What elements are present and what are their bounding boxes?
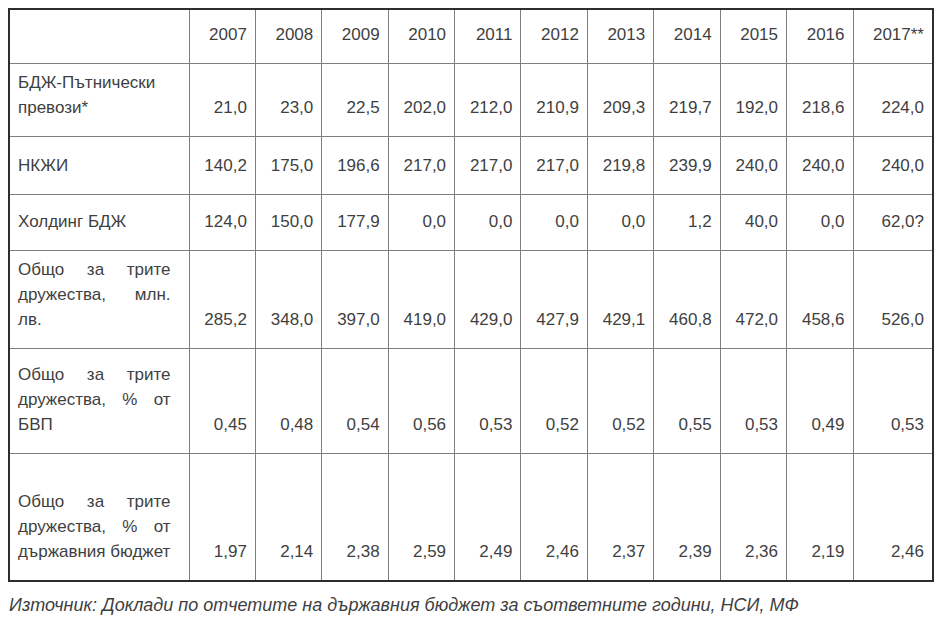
value-cell: 472,0 (720, 250, 786, 348)
value-cell: 0,0 (587, 194, 653, 250)
value-cell: 140,2 (189, 136, 255, 194)
value-cell: 219,8 (587, 136, 653, 194)
value-cell: 0,53 (455, 348, 521, 453)
subsidies-table: 2007200820092010201120122013201420152016… (8, 8, 934, 582)
row-label-cell: НКЖИ (9, 136, 189, 194)
value-cell: 427,9 (521, 250, 587, 348)
year-header-cell: 2007 (189, 9, 255, 63)
value-cell: 0,53 (720, 348, 786, 453)
value-cell: 2,49 (455, 453, 521, 581)
value-cell: 0,0 (521, 194, 587, 250)
value-cell: 429,1 (587, 250, 653, 348)
value-cell: 0,54 (322, 348, 388, 453)
value-cell: 0,52 (521, 348, 587, 453)
value-cell: 0,53 (853, 348, 933, 453)
year-header-cell: 2012 (521, 9, 587, 63)
value-cell: 2,46 (521, 453, 587, 581)
year-header-cell: 2013 (587, 9, 653, 63)
value-cell: 239,9 (654, 136, 720, 194)
value-cell: 397,0 (322, 250, 388, 348)
value-cell: 240,0 (853, 136, 933, 194)
row-label-cell: Общо за трите дружества, % от държавния … (9, 453, 189, 581)
value-cell: 196,6 (322, 136, 388, 194)
value-cell: 21,0 (189, 63, 255, 136)
value-cell: 429,0 (455, 250, 521, 348)
table-row: БДЖ-Пътнически превози*21,023,022,5202,0… (9, 63, 933, 136)
value-cell: 458,6 (787, 250, 853, 348)
table-row: Общо за трите дружества, млн. лв.285,234… (9, 250, 933, 348)
table-row: НКЖИ140,2175,0196,6217,0217,0217,0219,82… (9, 136, 933, 194)
row-label-cell: Холдинг БДЖ (9, 194, 189, 250)
value-cell: 217,0 (388, 136, 454, 194)
value-cell: 2,14 (255, 453, 321, 581)
year-header-cell: 2017** (853, 9, 933, 63)
year-header-cell: 2016 (787, 9, 853, 63)
year-header-cell: 2014 (654, 9, 720, 63)
value-cell: 2,38 (322, 453, 388, 581)
page: 2007200820092010201120122013201420152016… (0, 8, 942, 625)
value-cell: 224,0 (853, 63, 933, 136)
value-cell: 460,8 (654, 250, 720, 348)
value-cell: 0,52 (587, 348, 653, 453)
value-cell: 0,55 (654, 348, 720, 453)
value-cell: 209,3 (587, 63, 653, 136)
table-header-row: 2007200820092010201120122013201420152016… (9, 9, 933, 63)
value-cell: 0,0 (455, 194, 521, 250)
source-note: Източник: Доклади по отчетите на държавн… (9, 593, 942, 617)
value-cell: 150,0 (255, 194, 321, 250)
value-cell: 217,0 (521, 136, 587, 194)
value-cell: 2,39 (654, 453, 720, 581)
value-cell: 175,0 (255, 136, 321, 194)
value-cell: 0,48 (255, 348, 321, 453)
corner-cell (9, 9, 189, 63)
table-body: БДЖ-Пътнически превози*21,023,022,5202,0… (9, 63, 933, 581)
value-cell: 2,19 (787, 453, 853, 581)
year-header-cell: 2010 (388, 9, 454, 63)
value-cell: 219,7 (654, 63, 720, 136)
value-cell: 348,0 (255, 250, 321, 348)
value-cell: 40,0 (720, 194, 786, 250)
value-cell: 2,59 (388, 453, 454, 581)
value-cell: 202,0 (388, 63, 454, 136)
value-cell: 2,46 (853, 453, 933, 581)
value-cell: 526,0 (853, 250, 933, 348)
value-cell: 210,9 (521, 63, 587, 136)
value-cell: 1,2 (654, 194, 720, 250)
value-cell: 2,37 (587, 453, 653, 581)
value-cell: 218,6 (787, 63, 853, 136)
value-cell: 0,0 (787, 194, 853, 250)
value-cell: 285,2 (189, 250, 255, 348)
value-cell: 0,0 (388, 194, 454, 250)
year-header-cell: 2011 (455, 9, 521, 63)
row-label-cell: Общо за трите дружества, % от БВП (9, 348, 189, 453)
row-label-cell: БДЖ-Пътнически превози* (9, 63, 189, 136)
value-cell: 217,0 (455, 136, 521, 194)
value-cell: 2,36 (720, 453, 786, 581)
value-cell: 23,0 (255, 63, 321, 136)
table-row: Общо за трите дружества, % от БВП0,450,4… (9, 348, 933, 453)
year-header-cell: 2008 (255, 9, 321, 63)
value-cell: 0,45 (189, 348, 255, 453)
year-header-cell: 2015 (720, 9, 786, 63)
value-cell: 192,0 (720, 63, 786, 136)
value-cell: 240,0 (787, 136, 853, 194)
table-row: Холдинг БДЖ124,0150,0177,90,00,00,00,01,… (9, 194, 933, 250)
value-cell: 419,0 (388, 250, 454, 348)
value-cell: 1,97 (189, 453, 255, 581)
value-cell: 22,5 (322, 63, 388, 136)
value-cell: 212,0 (455, 63, 521, 136)
value-cell: 0,56 (388, 348, 454, 453)
value-cell: 0,49 (787, 348, 853, 453)
row-label-cell: Общо за трите дружества, млн. лв. (9, 250, 189, 348)
value-cell: 177,9 (322, 194, 388, 250)
value-cell: 240,0 (720, 136, 786, 194)
table-row: Общо за трите дружества, % от държавния … (9, 453, 933, 581)
value-cell: 124,0 (189, 194, 255, 250)
value-cell: 62,0? (853, 194, 933, 250)
year-header-cell: 2009 (322, 9, 388, 63)
